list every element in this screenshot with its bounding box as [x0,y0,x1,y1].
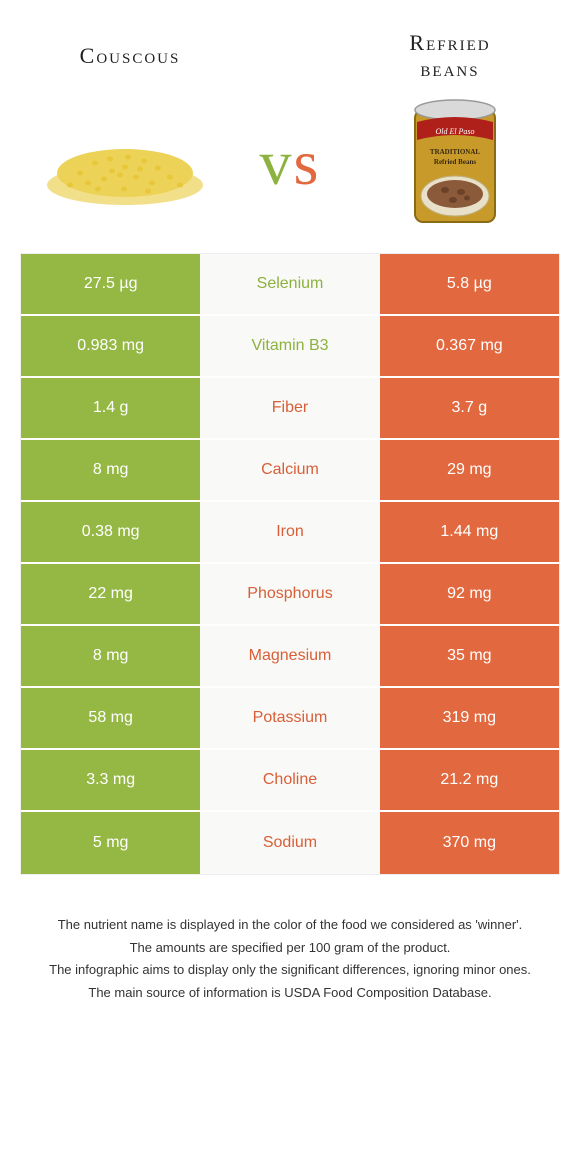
left-value: 5 mg [21,812,200,874]
left-food-title: Couscous [40,43,220,69]
nutrient-label: Phosphorus [200,564,379,624]
table-row: 5 mgSodium370 mg [21,812,559,874]
nutrient-label: Vitamin B3 [200,316,379,376]
right-food-title-line2: beans [420,56,479,81]
right-value: 29 mg [380,440,559,500]
table-row: 8 mgMagnesium35 mg [21,626,559,688]
right-value: 92 mg [380,564,559,624]
footnote-line: The amounts are specified per 100 gram o… [30,938,550,959]
right-value: 319 mg [380,688,559,748]
svg-text:Old El Paso: Old El Paso [435,127,474,136]
images-row: vs Old El Paso TRADITIONAL Refried Beans [0,93,580,253]
right-value: 21.2 mg [380,750,559,810]
nutrient-label: Fiber [200,378,379,438]
right-food-title: Refried beans [360,30,540,83]
footnotes: The nutrient name is displayed in the co… [30,915,550,1004]
left-value: 27.5 µg [21,254,200,314]
vs-v: v [260,127,294,198]
header: Couscous Refried beans [0,0,580,93]
nutrient-table: 27.5 µgSelenium5.8 µg0.983 mgVitamin B30… [20,253,560,875]
left-value: 1.4 g [21,378,200,438]
right-food-title-line1: Refried [409,30,490,55]
refried-beans-image: Old El Paso TRADITIONAL Refried Beans [370,103,540,223]
left-value: 58 mg [21,688,200,748]
vs-label: vs [260,126,321,200]
right-value: 35 mg [380,626,559,686]
right-value: 370 mg [380,812,559,874]
right-value: 0.367 mg [380,316,559,376]
nutrient-label: Selenium [200,254,379,314]
svg-text:Refried Beans: Refried Beans [434,158,476,166]
right-value: 1.44 mg [380,502,559,562]
couscous-image [40,103,210,223]
left-value: 3.3 mg [21,750,200,810]
left-value: 0.38 mg [21,502,200,562]
table-row: 8 mgCalcium29 mg [21,440,559,502]
left-value: 0.983 mg [21,316,200,376]
right-value: 3.7 g [380,378,559,438]
left-value: 22 mg [21,564,200,624]
svg-text:TRADITIONAL: TRADITIONAL [430,148,481,156]
nutrient-label: Iron [200,502,379,562]
table-row: 0.983 mgVitamin B30.367 mg [21,316,559,378]
nutrient-label: Choline [200,750,379,810]
nutrient-label: Sodium [200,812,379,874]
table-row: 1.4 gFiber3.7 g [21,378,559,440]
nutrient-label: Magnesium [200,626,379,686]
table-row: 58 mgPotassium319 mg [21,688,559,750]
right-value: 5.8 µg [380,254,559,314]
left-value: 8 mg [21,440,200,500]
footnote-line: The main source of information is USDA F… [30,983,550,1004]
nutrient-label: Potassium [200,688,379,748]
nutrient-label: Calcium [200,440,379,500]
left-value: 8 mg [21,626,200,686]
table-row: 3.3 mgCholine21.2 mg [21,750,559,812]
table-row: 27.5 µgSelenium5.8 µg [21,254,559,316]
footnote-line: The nutrient name is displayed in the co… [30,915,550,936]
table-row: 22 mgPhosphorus92 mg [21,564,559,626]
footnote-line: The infographic aims to display only the… [30,960,550,981]
vs-s: s [294,127,321,198]
table-row: 0.38 mgIron1.44 mg [21,502,559,564]
